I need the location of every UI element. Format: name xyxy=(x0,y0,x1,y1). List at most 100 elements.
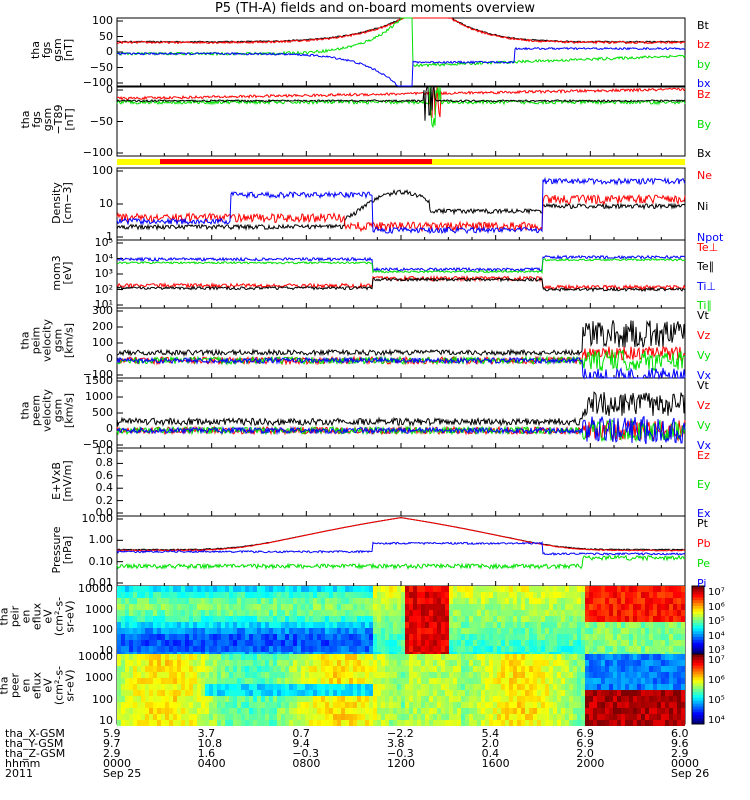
spectrogram-cell xyxy=(621,622,625,628)
spectrogram-cell xyxy=(161,684,165,690)
spectrogram-cell xyxy=(665,714,669,720)
spectrogram-cell xyxy=(397,720,401,726)
spectrogram-cell xyxy=(177,654,181,660)
spectrogram-cell xyxy=(209,640,213,646)
spectrogram-cell xyxy=(249,702,253,708)
spectrogram-cell xyxy=(125,690,129,696)
y-tick-label: 100 xyxy=(92,692,113,706)
spectrogram-cell xyxy=(609,592,613,598)
spectrogram-cell xyxy=(441,678,445,684)
spectrogram-cell xyxy=(409,678,413,684)
spectrogram-cell xyxy=(441,634,445,640)
spectrogram-cell xyxy=(289,696,293,702)
spectrogram-cell xyxy=(557,684,561,690)
spectrogram-cell xyxy=(465,702,469,708)
spectrogram-cell xyxy=(433,660,437,666)
colorbar-cell xyxy=(692,600,704,604)
spectrogram-cell xyxy=(501,622,505,628)
spectrogram-cell xyxy=(641,678,645,684)
spectrogram-cell xyxy=(557,672,561,678)
spectrogram-cell xyxy=(505,660,509,666)
spectrogram-cell xyxy=(569,660,573,666)
spectrogram-cell xyxy=(553,616,557,622)
spectrogram-cell xyxy=(589,610,593,616)
spectrogram-cell xyxy=(273,616,277,622)
spectrogram-cell xyxy=(237,598,241,604)
spectrogram-cell xyxy=(425,672,429,678)
spectrogram-cell xyxy=(233,714,237,720)
spectrogram-cell xyxy=(209,690,213,696)
spectrogram-cell xyxy=(257,690,261,696)
spectrogram-cell xyxy=(597,592,601,598)
spectrogram-cell xyxy=(461,678,465,684)
spectrogram-cell xyxy=(213,646,217,652)
spectrogram-cell xyxy=(537,598,541,604)
spectrogram-cell xyxy=(297,660,301,666)
spectrogram-cell xyxy=(409,598,413,604)
spectrogram-cell xyxy=(605,628,609,634)
spectrogram-cell xyxy=(153,720,157,726)
spectrogram-cell xyxy=(405,714,409,720)
spectrogram-cell xyxy=(669,714,673,720)
spectrogram-cell xyxy=(501,628,505,634)
spectrogram-cell xyxy=(421,696,425,702)
spectrogram-cell xyxy=(133,660,137,666)
spectrogram-cell xyxy=(193,598,197,604)
colorbar-cell xyxy=(692,651,704,655)
spectrogram-cell xyxy=(461,640,465,646)
spectrogram-cell xyxy=(297,598,301,604)
spectrogram-cell xyxy=(389,616,393,622)
spectrogram-cell xyxy=(517,640,521,646)
spectrogram-cell xyxy=(169,646,173,652)
spectrogram-cell xyxy=(365,628,369,634)
spectrogram-cell xyxy=(433,708,437,714)
spectrogram-cell xyxy=(277,598,281,604)
chart-title: P5 (TH-A) fields and on-board moments ov… xyxy=(214,1,536,16)
spectrogram-cell xyxy=(597,586,601,592)
spectrogram-cell xyxy=(573,634,577,640)
spectrogram-cell xyxy=(469,604,473,610)
time-axis-value: 6.9 xyxy=(576,737,594,750)
time-axis-value: 2.0 xyxy=(481,737,500,750)
spectrogram-cell xyxy=(493,720,497,726)
spectrogram-cell xyxy=(361,646,365,652)
spectrogram-cell xyxy=(189,672,193,678)
spectrogram-cell xyxy=(601,634,605,640)
spectrogram-cell xyxy=(661,684,665,690)
spectrogram-cell xyxy=(533,672,537,678)
y-tick-label: 100 xyxy=(92,623,113,637)
spectrogram-cell xyxy=(609,640,613,646)
time-axis-row-label: tha_Z-GSM xyxy=(5,747,66,760)
spectrogram-cell xyxy=(545,622,549,628)
spectrogram-cell xyxy=(589,654,593,660)
spectrogram-cell xyxy=(405,634,409,640)
spectrogram-cell xyxy=(585,666,589,672)
spectrogram-cell xyxy=(577,660,581,666)
spectrogram-cell xyxy=(325,678,329,684)
spectrogram-cell xyxy=(317,702,321,708)
spectrogram-cell xyxy=(393,610,397,616)
spectrogram-cell xyxy=(481,690,485,696)
spectrogram-cell xyxy=(633,708,637,714)
spectrogram-cell xyxy=(293,672,297,678)
spectrogram-cell xyxy=(609,666,613,672)
spectrogram-cell xyxy=(249,628,253,634)
spectrogram-cell xyxy=(545,672,549,678)
colorbar-cell xyxy=(692,662,704,667)
spectrogram-cell xyxy=(573,604,577,610)
spectrogram-cell xyxy=(449,628,453,634)
spectrogram-cell xyxy=(497,616,501,622)
spectrogram-cell xyxy=(381,690,385,696)
spectrogram-cell xyxy=(673,720,677,726)
spectrogram-cell xyxy=(477,702,481,708)
spectrogram-cell xyxy=(673,660,677,666)
spectrogram-cell xyxy=(581,702,585,708)
spectrogram-cell xyxy=(417,634,421,640)
spectrogram-cell xyxy=(149,640,153,646)
spectrogram-cell xyxy=(545,604,549,610)
spectrogram-cell xyxy=(277,592,281,598)
spectrogram-cell xyxy=(653,672,657,678)
spectrogram-cell xyxy=(381,714,385,720)
spectrogram-cell xyxy=(569,708,573,714)
spectrogram-cell xyxy=(249,714,253,720)
